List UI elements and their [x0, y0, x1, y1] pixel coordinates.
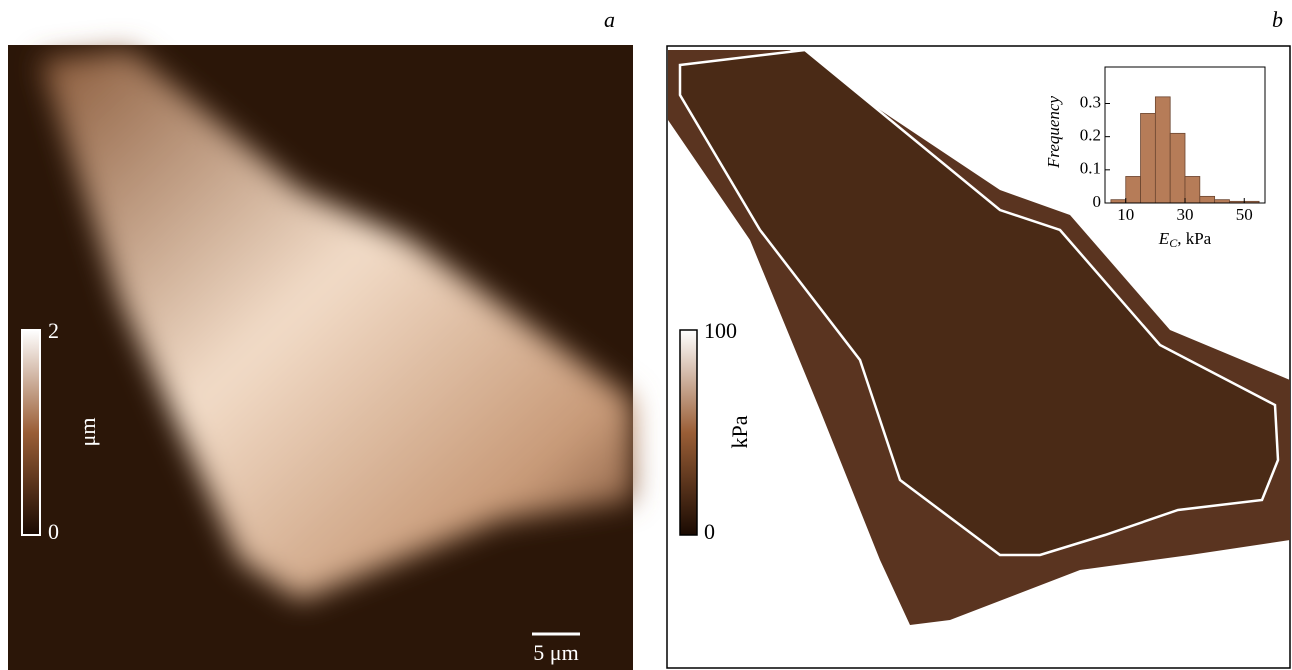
x-tick-label: 30 [1177, 205, 1194, 224]
colorbar-unit: μm [75, 418, 100, 447]
afm-height-image [8, 45, 633, 670]
colorbar-max: 100 [704, 318, 737, 343]
colorbar [22, 330, 40, 535]
scale-bar-label: 5 μm [533, 640, 578, 665]
colorbar-min: 0 [48, 519, 59, 544]
x-tick-label: 50 [1236, 205, 1253, 224]
colorbar-unit: kPa [727, 415, 752, 448]
histogram-bar [1170, 133, 1185, 203]
colorbar [680, 330, 697, 535]
histogram-bar [1155, 97, 1170, 203]
panel-label: a [604, 7, 615, 32]
colorbar-min: 0 [704, 519, 715, 544]
histogram-bar [1141, 113, 1156, 203]
histogram-bar [1200, 196, 1215, 203]
y-tick-label: 0.1 [1080, 159, 1101, 178]
panel-label: b [1272, 7, 1283, 32]
histogram-bar [1126, 176, 1141, 203]
y-tick-label: 0 [1093, 192, 1102, 211]
y-axis-label: Frequency [1044, 96, 1063, 170]
y-tick-label: 0.3 [1080, 92, 1101, 111]
x-tick-label: 10 [1117, 205, 1134, 224]
x-label-symbol: E [1158, 229, 1170, 248]
figure: 2 0 μm 100 0 kPa 5 μm a b Frequency EC, … [0, 0, 1292, 670]
x-axis-label: EC, kPa [1158, 229, 1212, 250]
x-label-unit: , kPa [1177, 229, 1211, 248]
colorbar-max: 2 [48, 318, 59, 343]
histogram-bar [1185, 176, 1200, 203]
y-tick-label: 0.2 [1080, 126, 1101, 145]
